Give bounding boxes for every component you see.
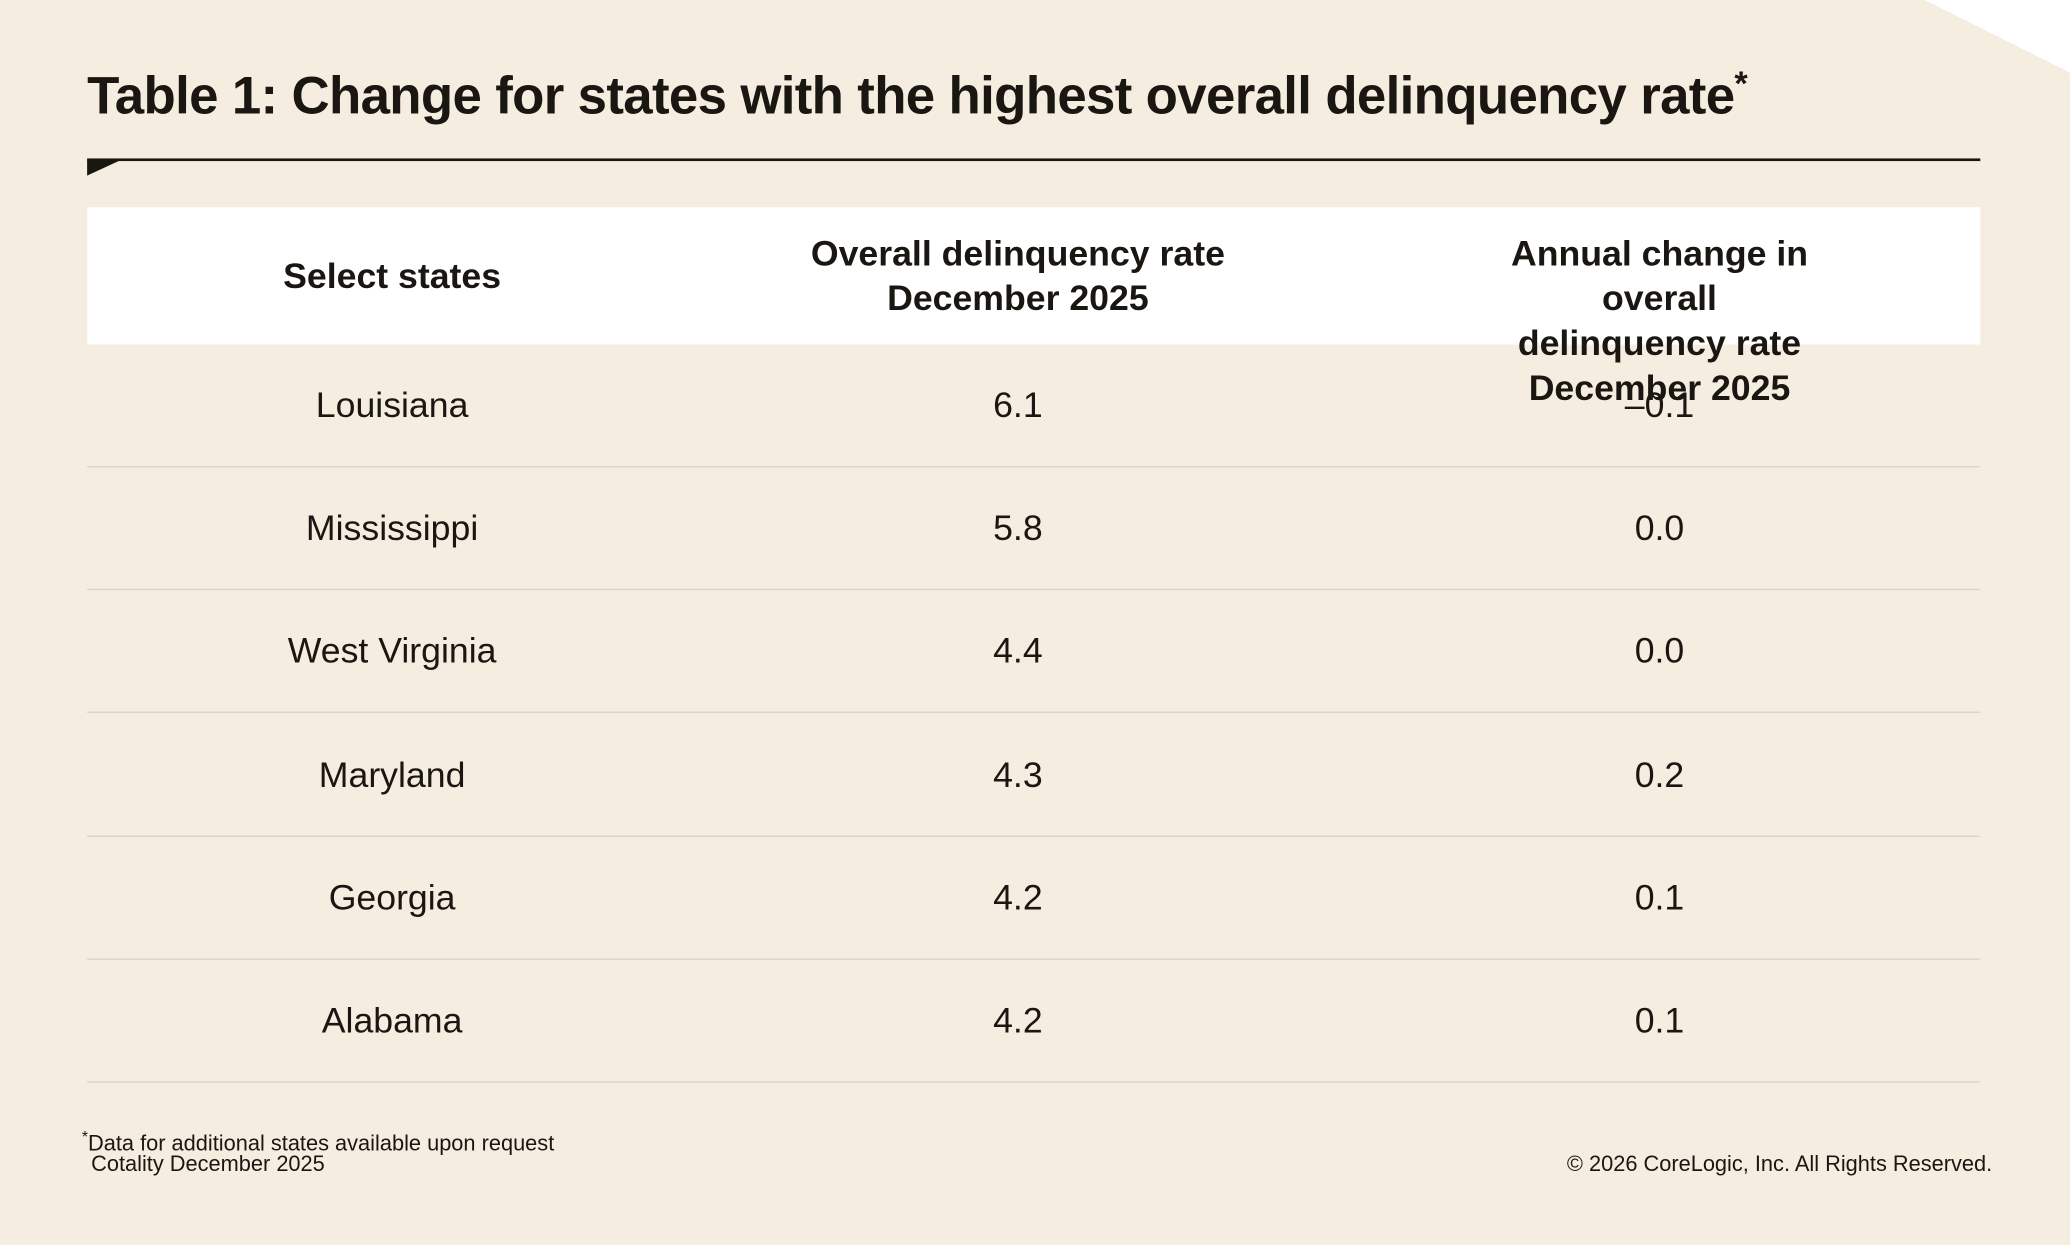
state-name: Georgia: [328, 877, 456, 918]
row-separator: [87, 466, 1981, 468]
copyright: © 2026 CoreLogic, Inc. All Rights Reserv…: [1566, 1152, 1993, 1177]
title-rule: [87, 158, 1981, 161]
title-text: Table 1: Change for states with the high…: [87, 67, 1735, 126]
row-separator: [87, 589, 1981, 591]
state-name: Alabama: [321, 1000, 463, 1041]
column-header: Overall delinquency rate December 2025: [810, 233, 1225, 319]
rate-value: 4.4: [993, 631, 1043, 672]
column-header: Select states: [283, 256, 502, 296]
rate-value: 0.2: [1634, 754, 1685, 795]
footnote: *Data for additional states available up…: [82, 1127, 554, 1157]
rate-value: 0.1: [1634, 877, 1685, 918]
state-name: Louisiana: [315, 385, 469, 426]
source: Cotality December 2025: [91, 1152, 325, 1177]
footnote-text: Data for additional states available upo…: [88, 1132, 555, 1156]
column-header: Annual change in overall delinquency rat…: [1510, 233, 1809, 408]
row-separator: [87, 712, 1981, 714]
rate-value: 0.0: [1634, 631, 1685, 672]
rate-value: –0.1: [1624, 385, 1695, 426]
title: Table 1: Change for states with the high…: [87, 63, 1748, 126]
row-separator: [87, 835, 1981, 837]
rate-value: 4.3: [993, 754, 1043, 795]
row-separator: [87, 958, 1981, 960]
corner-fold: [1924, 0, 2070, 73]
row-separator: [87, 1081, 1981, 1083]
rate-value: 6.1: [993, 385, 1043, 426]
title-marker: *: [1734, 63, 1748, 103]
state-name: West Virginia: [287, 631, 497, 672]
footnote-marker: *: [81, 1127, 89, 1146]
rate-value: 0.0: [1634, 508, 1685, 549]
rate-value: 4.2: [993, 877, 1043, 918]
header-row: [87, 207, 1981, 345]
rate-value: 0.1: [1634, 1000, 1685, 1041]
state-name: Mississippi: [305, 508, 479, 549]
state-name: Maryland: [318, 754, 466, 795]
rate-value: 5.8: [993, 508, 1043, 549]
rule-accent: [87, 159, 122, 176]
rate-value: 4.2: [993, 1000, 1043, 1041]
